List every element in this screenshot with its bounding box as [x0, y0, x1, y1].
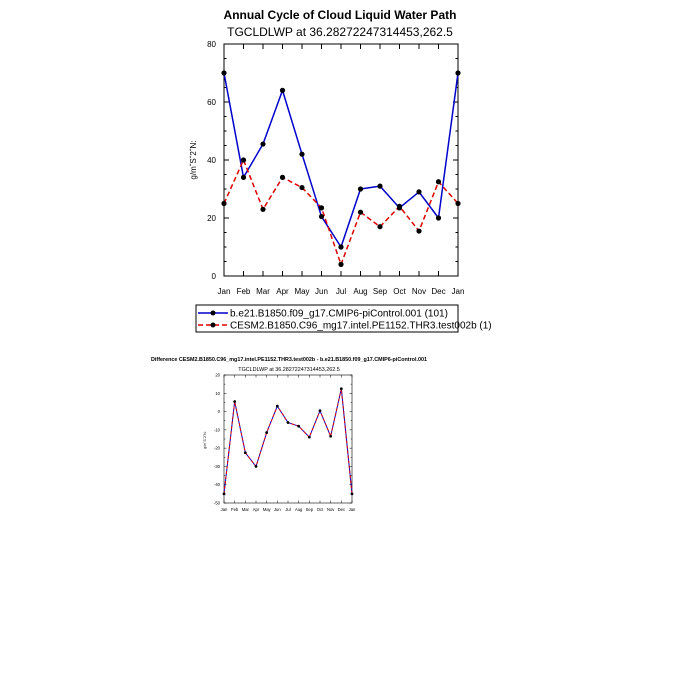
series-1-point — [455, 70, 461, 76]
series-2-point — [329, 434, 332, 438]
difference-chart: Difference CESM2.B1850.C96_mg17.intel.PE… — [151, 357, 427, 512]
series-2-point — [357, 209, 364, 215]
difference-chart-title: Difference CESM2.B1850.C96_mg17.intel.PE… — [151, 357, 427, 363]
series-1-point — [240, 174, 247, 180]
series-2-point — [222, 492, 226, 496]
series-1-point — [221, 70, 227, 76]
series-2-point — [396, 203, 403, 209]
main-chart-subtitle: TGCLDLWP at 36.28272247314453,262.5 — [227, 25, 453, 39]
difference-chart-subtitle: TGCLDLWP at 36.28272247314453,262.5 — [238, 367, 339, 373]
x-tick-label: Aug — [353, 287, 367, 296]
y-tick-label: -10 — [214, 427, 221, 432]
series-2-point — [435, 179, 442, 185]
x-tick-label: Jul — [285, 507, 290, 512]
series-1-point — [416, 189, 422, 195]
series-1-point — [338, 244, 344, 250]
series-2-point — [318, 409, 322, 412]
y-tick-label: 20 — [207, 214, 216, 223]
x-tick-label: Jun — [315, 287, 328, 296]
x-tick-label: Dec — [338, 507, 345, 512]
series-2-point — [244, 451, 247, 455]
x-tick-label: Oct — [393, 287, 406, 296]
x-tick-label: Feb — [231, 507, 239, 512]
x-tick-label: Jan — [349, 507, 356, 512]
series-2-point — [276, 404, 279, 408]
series-1-point — [435, 215, 442, 221]
series-1-point — [260, 141, 266, 147]
x-tick-label: Jul — [336, 287, 346, 296]
plot-frame — [223, 374, 353, 504]
y-tick-label: 60 — [207, 98, 216, 107]
series-1-point — [299, 151, 305, 157]
series-2-point — [221, 200, 227, 207]
y-tick-label: 0 — [212, 272, 217, 281]
x-tick-label: Aug — [295, 507, 303, 512]
series-1-point — [377, 183, 383, 189]
series-2-point — [455, 200, 461, 207]
y-tick-label: -50 — [214, 500, 221, 505]
series-2-point — [318, 205, 325, 211]
x-tick-label: Mar — [242, 507, 250, 512]
x-tick-label: Nov — [327, 507, 335, 512]
x-tick-label: Sep — [306, 507, 314, 512]
y-tick-label: 40 — [207, 156, 216, 165]
y-tick-label: -20 — [214, 446, 221, 451]
main-plot-area: 0 20 40 60 80 Jan Feb Mar Apr May Jun Jul Aug Sep Oct N… — [207, 40, 464, 296]
legend-marker-series-1 — [210, 310, 216, 316]
series-2-point — [340, 387, 343, 391]
series-2-point — [254, 465, 258, 468]
legend-marker-series-2 — [210, 322, 216, 328]
x-tick-label: Sep — [373, 287, 388, 296]
x-tick-label: Jan — [452, 287, 465, 296]
series-2-point — [279, 174, 286, 180]
x-tick-label: Oct — [317, 507, 324, 512]
legend-label-series-1: b.e21.B1850.f09_g17.CMIP6-piControl.001 … — [230, 309, 448, 320]
x-tick-label: May — [294, 287, 309, 296]
series-2-point — [338, 261, 344, 267]
series-2-point — [260, 206, 266, 212]
plot-frame — [223, 43, 459, 277]
legend-label-series-2: CESM2.B1850.C96_mg17.intel.PE1152.THR3.t… — [230, 321, 492, 332]
series-1-point — [357, 186, 364, 192]
x-tick-label: Mar — [256, 287, 270, 296]
series-2-point — [286, 421, 290, 424]
series-2-point — [308, 435, 311, 439]
main-y-axis-label: g/mˆSˆ2ˆN: — [189, 140, 198, 179]
y-tick-label: 10 — [215, 391, 220, 396]
main-chart: Annual Cycle of Cloud Liquid Water Path … — [189, 8, 492, 333]
legend-box — [195, 304, 459, 333]
x-tick-label: Jun — [274, 507, 281, 512]
series-2-point — [350, 492, 354, 496]
series-1-point — [318, 213, 325, 220]
x-tick-label: Apr — [253, 507, 260, 512]
series-2-point — [416, 228, 422, 234]
x-tick-label: Feb — [237, 287, 251, 296]
series-1-line — [223, 388, 353, 494]
x-tick-label: Apr — [276, 287, 289, 296]
series-1-line — [223, 72, 459, 248]
y-tick-label: -30 — [214, 464, 221, 469]
x-tick-label: Jan — [221, 507, 228, 512]
series-2-point — [377, 224, 383, 230]
x-tick-label: May — [263, 507, 272, 512]
main-legend: b.e21.B1850.f09_g17.CMIP6-piControl.001 … — [195, 304, 492, 333]
series-1-point — [279, 87, 286, 93]
y-tick-label: 20 — [215, 372, 220, 377]
difference-y-axis-label: g/mˆSˆ2ˆN: — [203, 431, 207, 449]
main-chart-title: Annual Cycle of Cloud Liquid Water Path — [224, 8, 457, 22]
series-2-point — [297, 424, 300, 428]
x-tick-label: Jan — [218, 287, 231, 296]
series-2-point — [233, 400, 236, 403]
y-tick-label: -40 — [214, 482, 221, 487]
series-2-point — [299, 184, 305, 191]
x-tick-label: Dec — [431, 287, 445, 296]
series-2-point — [240, 157, 247, 163]
x-tick-label: Nov — [412, 287, 426, 296]
y-tick-label: 80 — [207, 40, 216, 49]
y-tick-label: 0 — [218, 409, 221, 414]
series-2-point — [265, 431, 268, 434]
